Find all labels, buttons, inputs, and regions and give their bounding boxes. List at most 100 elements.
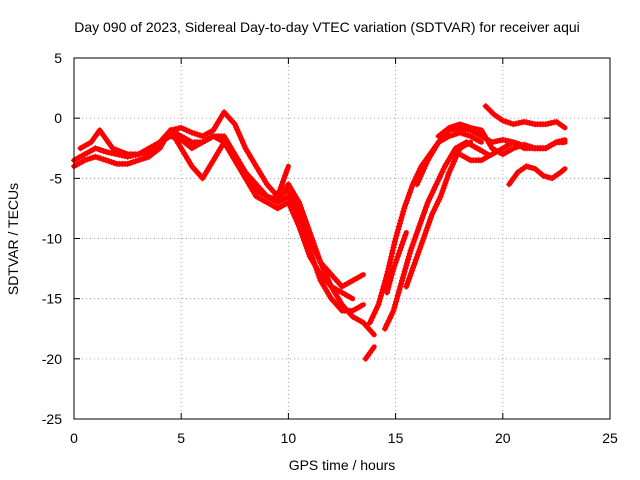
- data-point: [444, 174, 451, 181]
- data-point: [404, 197, 410, 204]
- chart-title: Day 090 of 2023, Sidereal Day-to-day VTE…: [74, 19, 580, 35]
- data-point: [428, 214, 435, 221]
- data-point: [97, 155, 104, 162]
- data-point: [105, 158, 112, 165]
- data-point: [413, 254, 420, 261]
- data-point: [314, 251, 320, 258]
- data-point: [399, 277, 405, 284]
- data-point: [118, 148, 125, 155]
- data-point: [95, 146, 102, 153]
- data-point: [446, 124, 453, 131]
- data-point: [393, 256, 400, 263]
- data-point: [399, 211, 406, 218]
- data-point: [420, 212, 426, 219]
- data-point: [396, 247, 403, 254]
- data-point: [121, 150, 128, 157]
- data-point: [305, 232, 312, 239]
- data-point: [302, 221, 308, 228]
- data-point: [304, 248, 311, 255]
- x-tick-label: 15: [388, 430, 404, 446]
- data-traces: [71, 103, 568, 362]
- data-point: [303, 227, 310, 234]
- data-point: [234, 156, 241, 163]
- data-point: [384, 286, 391, 293]
- data-point: [421, 207, 428, 214]
- data-point: [397, 217, 404, 224]
- data-point: [393, 232, 400, 239]
- data-point: [406, 189, 413, 196]
- x-tick-label: 20: [495, 430, 511, 446]
- data-point: [108, 159, 115, 166]
- data-point: [299, 231, 305, 238]
- data-point: [277, 184, 284, 191]
- data-point: [405, 256, 411, 263]
- data-point: [396, 223, 402, 230]
- data-point: [482, 149, 489, 156]
- data-point: [405, 194, 411, 201]
- data-point: [392, 235, 399, 242]
- data-point: [507, 120, 514, 127]
- data-point: [109, 145, 116, 152]
- data-point: [448, 132, 455, 139]
- data-point: [456, 121, 463, 128]
- data-point: [404, 281, 411, 287]
- x-tick-label: 10: [281, 430, 297, 446]
- data-point: [459, 122, 466, 129]
- axis-ticks: 0 5 10 15 20 25 -25 -20 -15 -10 -5 0 5: [42, 50, 618, 446]
- data-point: [311, 246, 318, 253]
- data-point: [396, 286, 403, 293]
- data-point: [310, 243, 317, 250]
- data-point: [238, 167, 245, 174]
- data-point: [297, 226, 304, 233]
- data-point: [454, 130, 461, 137]
- data-point: [400, 271, 407, 278]
- data-point: [103, 157, 110, 164]
- data-point: [397, 283, 404, 290]
- data-point: [415, 248, 422, 255]
- data-point: [391, 241, 398, 248]
- data-point: [386, 259, 393, 266]
- data-point: [84, 156, 91, 163]
- data-point: [390, 265, 397, 272]
- data-point: [287, 204, 294, 211]
- data-point: [415, 178, 422, 185]
- data-point: [384, 289, 390, 296]
- data-point: [438, 190, 445, 197]
- data-point: [279, 181, 285, 188]
- series-track-14: [272, 163, 291, 200]
- data-point: [393, 298, 399, 305]
- data-point: [395, 289, 402, 296]
- data-point: [409, 267, 415, 274]
- data-point: [462, 123, 469, 129]
- data-point: [559, 167, 566, 174]
- data-point: [111, 160, 118, 166]
- data-point: [394, 253, 401, 260]
- data-point: [408, 184, 415, 190]
- data-point: [398, 244, 404, 251]
- data-point: [315, 254, 322, 261]
- data-point: [437, 193, 444, 200]
- data-point: [231, 121, 238, 128]
- data-point: [379, 286, 386, 293]
- data-point: [282, 172, 289, 179]
- data-point: [191, 130, 198, 137]
- grid-lines: [74, 58, 610, 419]
- x-axis-label: GPS time / hours: [289, 457, 396, 473]
- data-point: [390, 307, 397, 314]
- data-point: [401, 205, 408, 212]
- data-point: [540, 172, 547, 179]
- data-point: [404, 259, 411, 266]
- data-point: [127, 160, 134, 166]
- data-point: [402, 265, 409, 272]
- data-point: [459, 130, 466, 137]
- data-point: [523, 163, 530, 170]
- data-point: [416, 246, 423, 253]
- data-point: [377, 295, 384, 302]
- data-point: [233, 153, 239, 160]
- data-point: [391, 304, 398, 311]
- data-point: [416, 176, 423, 182]
- data-point: [238, 137, 245, 144]
- data-point: [398, 214, 405, 221]
- y-tick-label: -10: [42, 231, 62, 247]
- data-point: [178, 124, 185, 131]
